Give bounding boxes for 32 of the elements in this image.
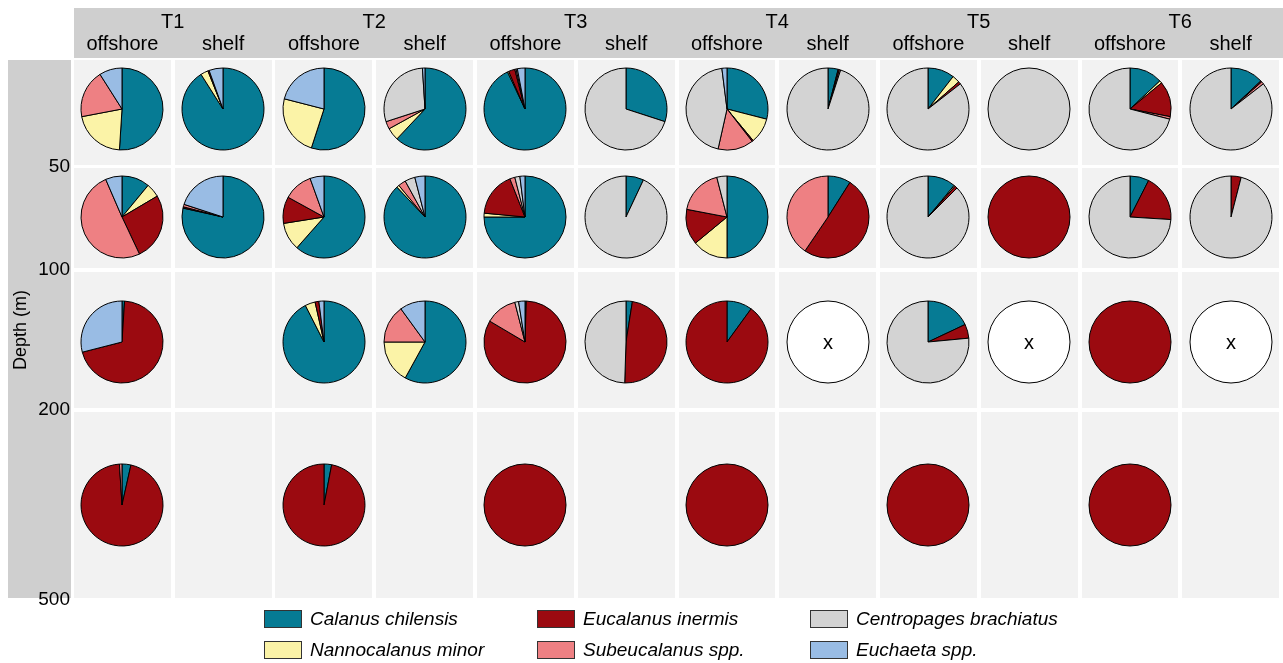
chart-title: T6	[1168, 10, 1192, 33]
chart-title: T1	[161, 10, 185, 33]
chart-subtitle: offshore	[489, 32, 562, 55]
chart-subtitle: offshore	[892, 32, 965, 55]
chart-subtitle: offshore	[287, 32, 360, 55]
legend-label: Centropages brachiatus	[856, 608, 1058, 630]
chart-title: T4	[765, 10, 789, 33]
text: 100	[38, 258, 70, 280]
text: Depth (m)	[9, 289, 31, 371]
legend-label: Nannocalanus minor	[310, 639, 485, 661]
legend-label: Subeucalanus spp.	[583, 639, 745, 661]
chart-subtitle: shelf	[1209, 32, 1252, 55]
legend-label: Eucalanus inermis	[583, 608, 739, 630]
text: 200	[38, 398, 70, 420]
text: 500	[38, 588, 70, 610]
chart-subtitle: offshore	[1093, 32, 1166, 55]
chart-title: T5	[967, 10, 991, 33]
chart-title: T3	[564, 10, 588, 33]
legend-label: Euchaeta spp.	[856, 639, 978, 661]
text: 50	[48, 155, 70, 177]
chart-subtitle: shelf	[605, 32, 648, 55]
legend-label: Calanus chilensis	[310, 608, 458, 630]
text: x	[1225, 331, 1236, 353]
chart-subtitle: offshore	[86, 32, 159, 55]
chart-subtitle: shelf	[1008, 32, 1051, 55]
chart-title: T2	[362, 10, 386, 33]
chart-subtitle: offshore	[690, 32, 763, 55]
text: x	[822, 331, 833, 353]
chart-subtitle: shelf	[403, 32, 446, 55]
text: x	[1024, 331, 1035, 353]
chart-subtitle: shelf	[806, 32, 849, 55]
chart-subtitle: shelf	[202, 32, 245, 55]
